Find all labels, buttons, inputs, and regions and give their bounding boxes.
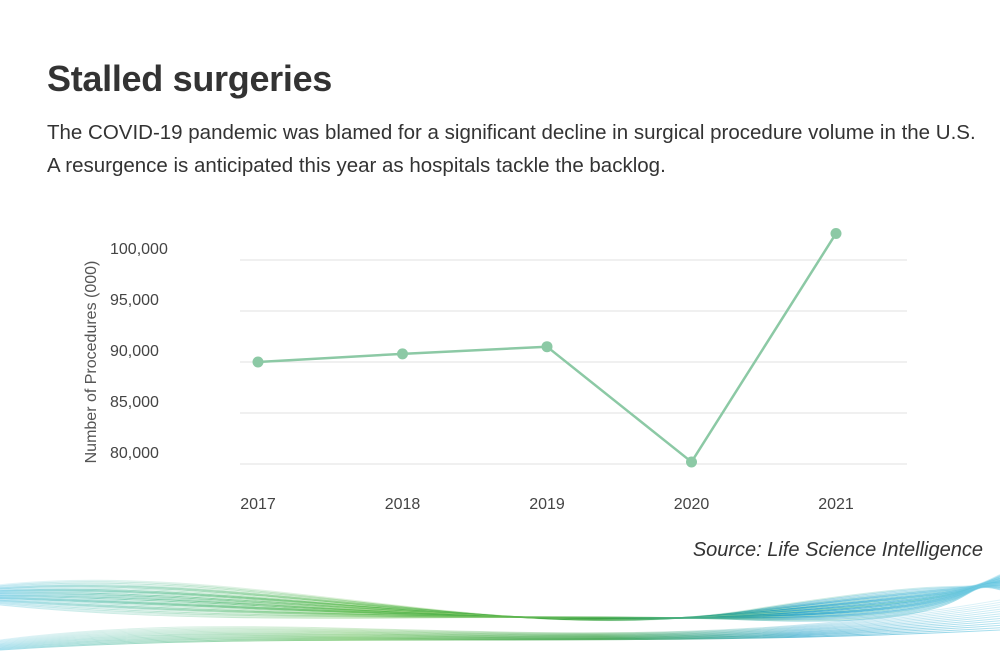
x-tick-label: 2018 (385, 496, 421, 513)
x-tick-label: 2020 (674, 496, 710, 513)
chart-title: Stalled surgeries (47, 58, 333, 99)
data-point (830, 227, 842, 239)
data-points (252, 227, 842, 468)
data-point (686, 456, 697, 468)
y-tick-label: 95,000 (110, 292, 159, 309)
y-tick-label: 100,000 (110, 241, 168, 258)
data-point (541, 341, 553, 353)
x-tick-label: 2017 (240, 496, 276, 513)
y-tick-label: 80,000 (110, 445, 159, 462)
data-point (397, 348, 408, 360)
x-axis-tick-labels: 2017 2018 2019 2020 2021 (240, 496, 854, 513)
x-tick-label: 2021 (818, 496, 854, 513)
source-note: Source: Life Science Intelligence (692, 539, 983, 561)
y-axis-tick-labels: 80,000 85,000 90,000 95,000 100,000 (110, 241, 168, 462)
y-axis-title: Number of Procedures (000) (83, 261, 100, 464)
chart-subtitle: The COVID-19 pandemic was blamed for a s… (47, 121, 976, 177)
x-tick-label: 2019 (529, 496, 565, 513)
y-tick-label: 85,000 (110, 394, 159, 411)
gridlines (240, 259, 907, 465)
data-point (252, 356, 264, 368)
y-tick-label: 90,000 (110, 343, 159, 360)
